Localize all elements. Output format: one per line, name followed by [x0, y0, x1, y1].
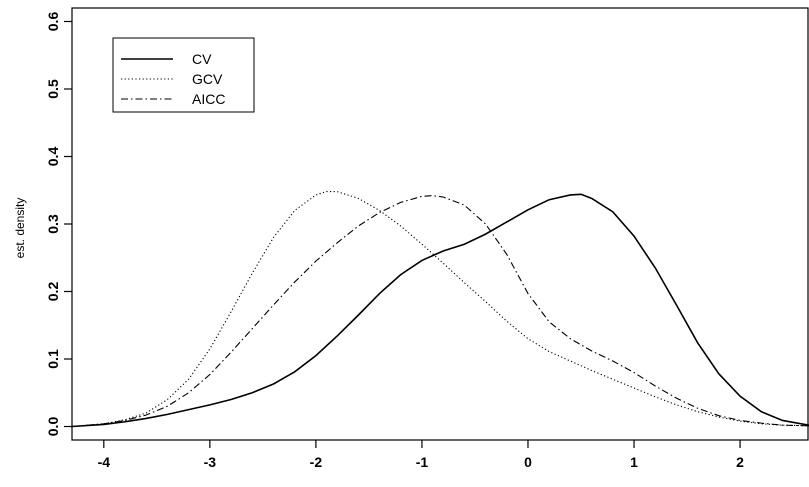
y-axis: 0.0 0.1 0.2 0.3 0.4 0.5 0.6	[45, 12, 72, 437]
series-line-cv	[71, 193, 809, 428]
legend-label-aicc: AICC	[192, 91, 225, 107]
series-line-aicc	[71, 195, 809, 428]
x-tick-label: 1	[630, 454, 638, 470]
y-tick-label: 0.1	[45, 349, 61, 369]
y-tick-label: 0.4	[45, 147, 61, 167]
y-tick-label: 0.0	[45, 417, 61, 437]
x-tick-label: 2	[736, 454, 744, 470]
x-axis: -4 -3 -2 -1 0 1 2	[98, 440, 744, 470]
legend: CV GCV AICC	[112, 37, 255, 113]
y-tick-label: 0.6	[45, 12, 61, 32]
legend-box	[112, 37, 255, 113]
series-lines	[71, 191, 809, 428]
legend-label-cv: CV	[192, 51, 212, 67]
y-tick-label: 0.2	[45, 282, 61, 302]
y-axis-label: est. density	[13, 198, 27, 259]
series-line-gcv	[71, 191, 809, 428]
x-tick-label: -2	[310, 454, 323, 470]
legend-label-gcv: GCV	[192, 71, 223, 87]
x-tick-label: 0	[524, 454, 532, 470]
y-tick-label: 0.5	[45, 79, 61, 99]
x-tick-label: -3	[204, 454, 217, 470]
x-tick-label: -1	[416, 454, 429, 470]
x-tick-label: -4	[98, 454, 111, 470]
y-tick-label: 0.3	[45, 214, 61, 234]
